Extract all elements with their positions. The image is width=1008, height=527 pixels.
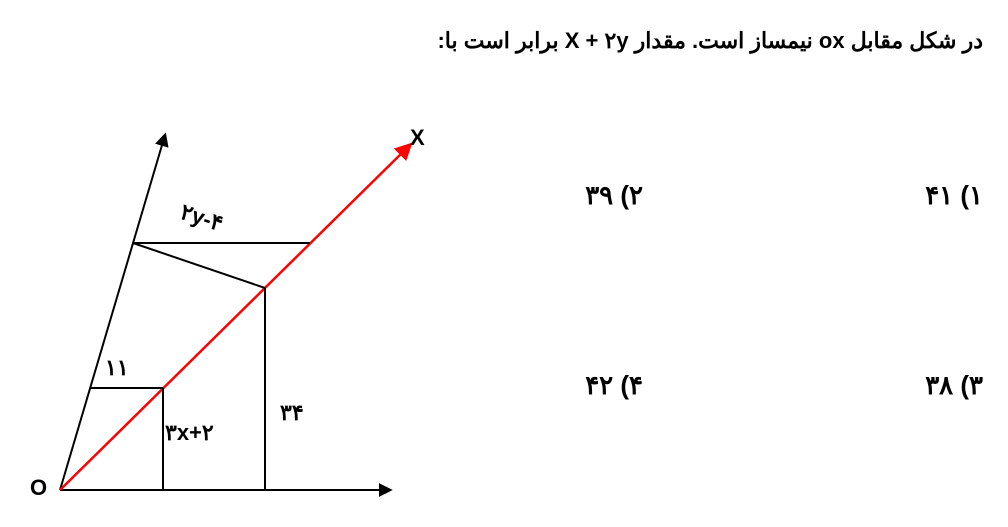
- option-2[interactable]: ۲) ۳۹: [503, 180, 643, 211]
- question-text: در شکل مقابل ox نیمساز است. مقدار X + ۲y…: [250, 28, 983, 54]
- segment-bisector-ox: [60, 145, 410, 490]
- label-origin: O: [30, 475, 47, 501]
- label-11: ۱۱: [105, 355, 129, 381]
- diagram-svg: [25, 120, 445, 520]
- options-row-2: ۳) ۳۸ ۴) ۴۲: [443, 370, 983, 401]
- options-row-1: ۱) ۴۱ ۲) ۳۹: [443, 180, 983, 211]
- option-1[interactable]: ۱) ۴۱: [843, 180, 983, 211]
- segment-outer-top-slope: [133, 243, 265, 288]
- option-4[interactable]: ۴) ۴۲: [503, 370, 643, 401]
- label-34: ۳۴: [280, 400, 304, 426]
- option-3[interactable]: ۳) ۳۸: [843, 370, 983, 401]
- label-x-axis: X: [410, 125, 425, 151]
- geometry-diagram: O X ۳۴ ۳x+۲ ۱۱ ۲y-۴: [25, 120, 445, 520]
- label-3x-plus-2: ۳x+۲: [165, 420, 214, 446]
